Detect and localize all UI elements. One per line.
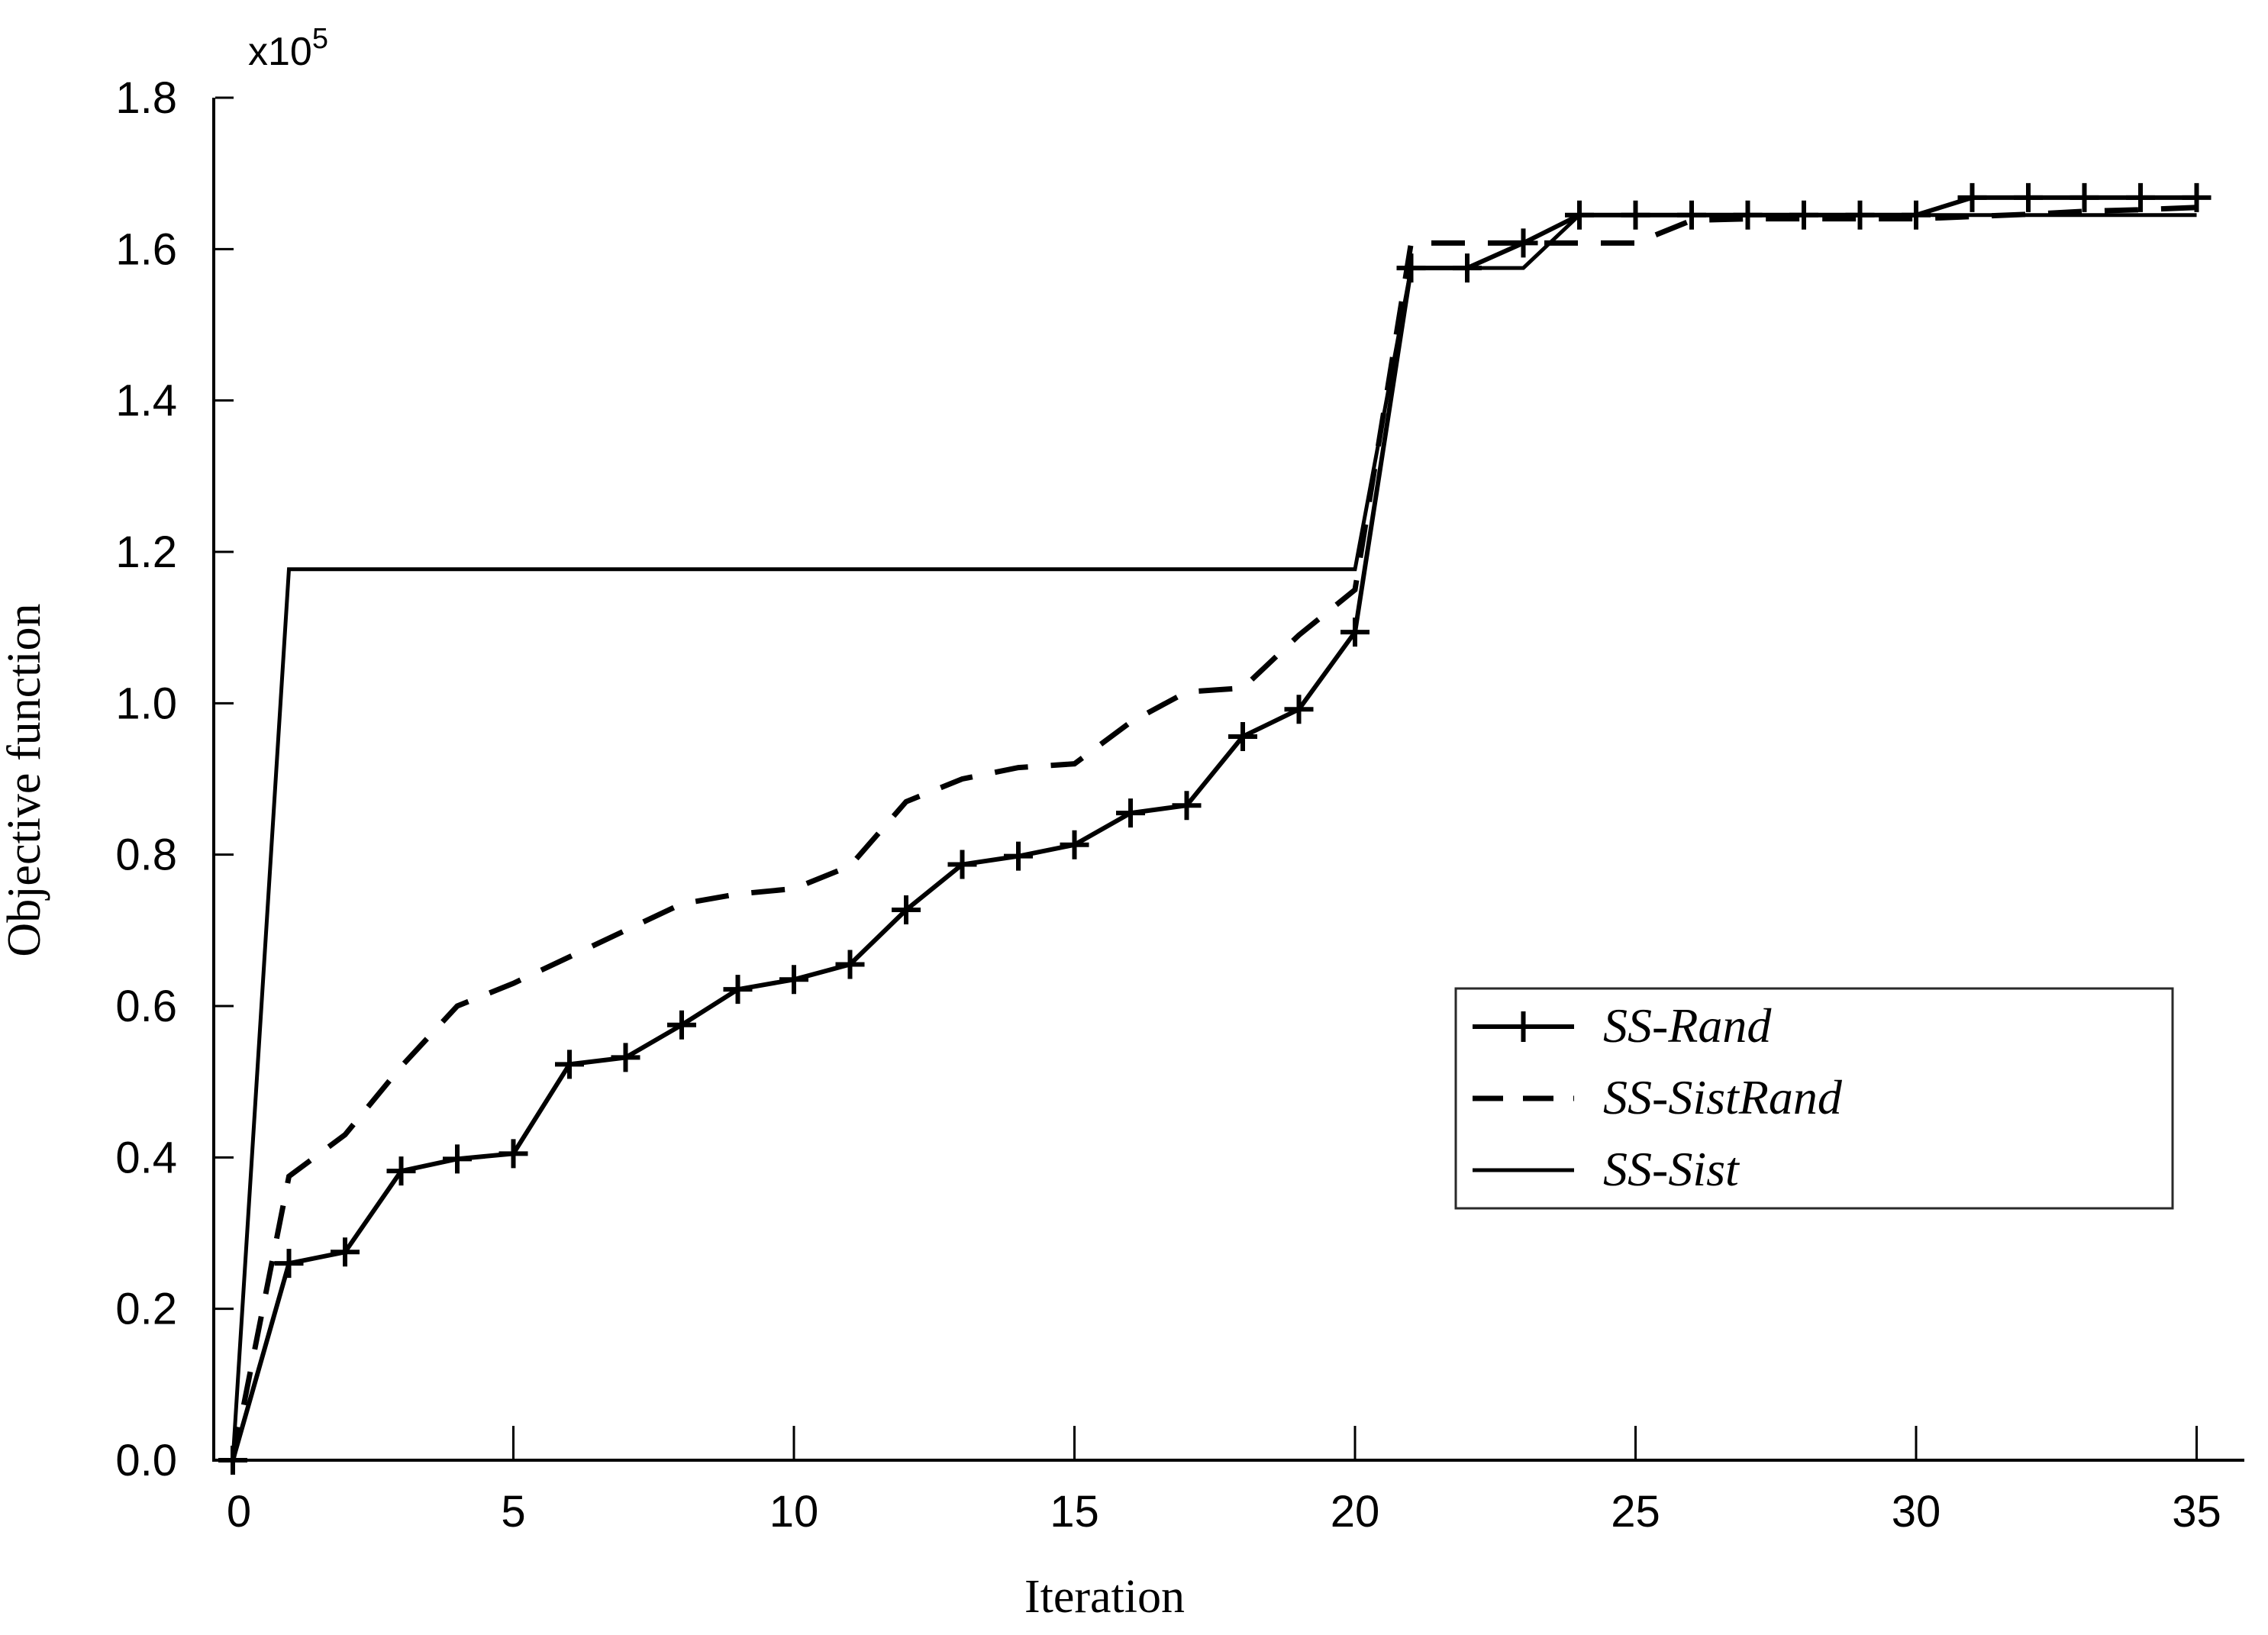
y-axis-scale-label: x105 <box>248 23 328 74</box>
x-tick-label: 15 <box>1050 1487 1099 1537</box>
series-ss-rand <box>218 182 2212 1475</box>
y-tick-label: 0.4 <box>115 1133 177 1182</box>
x-tick-label: 25 <box>1611 1487 1660 1537</box>
y-tick-label: 1.8 <box>115 73 177 123</box>
x-axis-tick-labels: 0 5 10 15 20 25 30 35 <box>227 1487 2221 1537</box>
x-axis-ticks <box>512 1426 2198 1459</box>
x-axis-title: Iteration <box>1024 1571 1185 1623</box>
legend-label-ss-sistrand: SS-SistRand <box>1603 1070 1843 1124</box>
x-tick-label: 30 <box>1892 1487 1941 1537</box>
x-tick-label: 10 <box>769 1487 819 1537</box>
y-axis-tick-labels: 0.0 0.2 0.4 0.6 0.8 1.0 1.2 1.4 1.6 1.8 <box>115 73 177 1485</box>
x-tick-label: 20 <box>1331 1487 1380 1537</box>
series-area <box>218 182 2212 1475</box>
y-tick-label: 0.0 <box>115 1436 177 1485</box>
series-line <box>231 195 2197 1461</box>
y-axis-title: Objective function <box>0 603 50 956</box>
series-ss-sistrand <box>230 205 2197 1461</box>
y-tick-label: 1.0 <box>115 679 177 728</box>
series-line <box>230 205 2197 1461</box>
y-tick-label: 1.4 <box>115 376 177 426</box>
axis-lines <box>212 98 2244 1462</box>
legend-box <box>1454 987 2174 1210</box>
x-tick-label: 0 <box>227 1487 251 1537</box>
y-tick-label: 1.6 <box>115 224 177 274</box>
y-tick-label: 1.2 <box>115 527 177 577</box>
data-point-markers <box>218 182 2212 1475</box>
legend: SS-Rand SS-SistRand SS-Sist <box>1454 987 2174 1210</box>
y-tick-label: 0.6 <box>115 982 177 1031</box>
legend-label-ss-sist: SS-Sist <box>1603 1142 1741 1196</box>
y-tick-label: 0.2 <box>115 1285 177 1334</box>
series-ss-sist <box>231 213 2197 1461</box>
plot-area: 0.0 0.2 0.4 0.6 0.8 1.0 1.2 1.4 1.6 1.8 0 5 10 15 20 2… <box>115 73 2244 1537</box>
legend-sample-marker <box>1508 1011 1539 1042</box>
x-tick-label: 5 <box>501 1487 525 1537</box>
x-tick-label: 35 <box>2172 1487 2221 1537</box>
legend-label-ss-rand: SS-Rand <box>1603 998 1772 1053</box>
legend-sample-lines <box>1473 1011 1574 1172</box>
y-axis-ticks <box>215 96 234 1311</box>
y-tick-label: 0.8 <box>115 830 177 880</box>
series-line <box>231 213 2197 1461</box>
